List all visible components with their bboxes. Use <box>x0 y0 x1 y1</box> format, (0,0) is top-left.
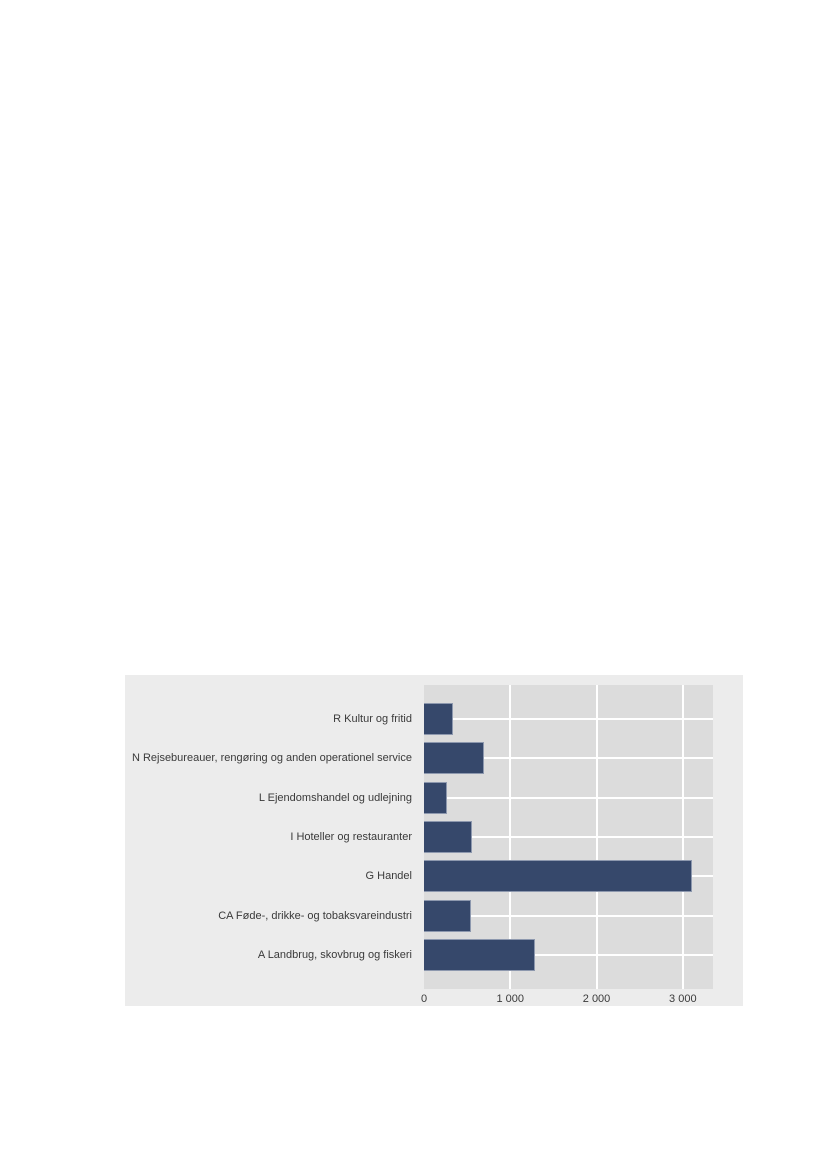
y-label: R Kultur og fritid <box>333 712 412 725</box>
y-label-row: G Handel <box>125 857 418 896</box>
y-axis-labels: R Kultur og fritid N Rejsebureauer, reng… <box>125 685 418 989</box>
bar <box>424 939 536 972</box>
y-label: A Landbrug, skovbrug og fiskeri <box>257 949 412 962</box>
y-label-row: N Rejsebureauer, rengøring og anden oper… <box>125 738 418 777</box>
y-gridline <box>424 717 713 720</box>
bar <box>424 899 472 932</box>
bar-row <box>424 817 713 856</box>
y-label: G Handel <box>365 870 412 883</box>
y-label: CA Føde-, drikke- og tobaksvareindustri <box>218 909 412 922</box>
y-gridline <box>424 796 713 799</box>
bar-row <box>424 738 713 777</box>
y-label-row: A Landbrug, skovbrug og fiskeri <box>125 936 418 975</box>
x-tick-label: 1 000 <box>496 993 525 1005</box>
bar-row <box>424 936 713 975</box>
y-gridline <box>424 757 713 760</box>
x-axis-labels: 0 1 000 2 000 3 000 <box>420 991 713 1006</box>
bars-container <box>424 685 713 989</box>
y-label-row: I Hoteller og restauranter <box>125 817 418 856</box>
y-label-row: L Ejendomshandel og udlejning <box>125 778 418 817</box>
y-gridline <box>424 954 713 957</box>
x-tick-label: 0 <box>420 993 428 1005</box>
y-gridline <box>424 835 713 838</box>
y-label: N Rejsebureauer, rengøring og anden oper… <box>131 752 412 765</box>
bar-row <box>424 857 713 896</box>
bar <box>424 742 484 775</box>
bar-row <box>424 896 713 935</box>
y-label-row: R Kultur og fritid <box>125 699 418 738</box>
x-tick-label: 3 000 <box>669 993 697 1005</box>
bar <box>424 820 473 853</box>
bar <box>424 860 693 893</box>
x-tick-label: 2 000 <box>582 993 611 1005</box>
y-gridline <box>424 914 713 917</box>
y-label: I Hoteller og restauranter <box>290 830 412 843</box>
bar <box>424 781 448 814</box>
y-label: L Ejendomshandel og udlejning <box>258 791 412 804</box>
y-label-row: CA Føde-, drikke- og tobaksvareindustri <box>125 896 418 935</box>
bar-row <box>424 699 713 738</box>
bar <box>424 702 454 735</box>
bar-chart: R Kultur og fritid N Rejsebureauer, reng… <box>125 675 743 1006</box>
bar-row <box>424 778 713 817</box>
